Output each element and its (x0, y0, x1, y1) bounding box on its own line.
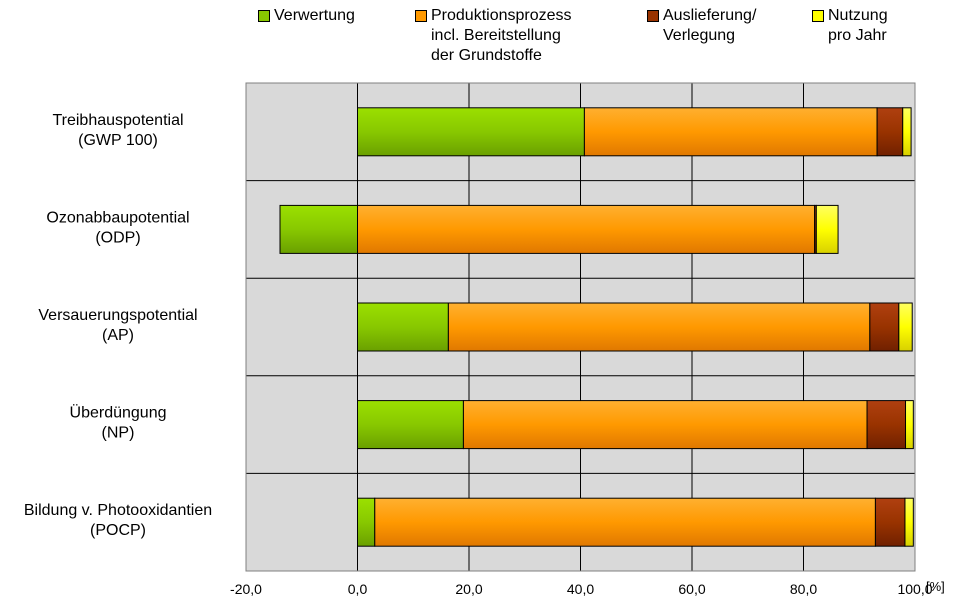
bar-segment-nutzung (902, 107, 912, 157)
bar-segment-auslieferung (869, 302, 900, 352)
bar-segment-produktionsprozess (374, 497, 876, 547)
legend-item-nutzung: Nutzung pro Jahr (812, 6, 888, 46)
x-tick-label: 40,0 (567, 581, 594, 597)
category-label: Überdüngung (NP) (70, 404, 167, 442)
x-tick-label: 20,0 (455, 581, 482, 597)
bars (279, 107, 914, 547)
x-axis-unit: [%] (926, 579, 945, 594)
legend-item-verwertung: Verwertung (258, 6, 355, 26)
legend-item-auslieferung: Auslieferung/ Verlegung (647, 6, 756, 46)
bar-segment-produktionsprozess (462, 400, 868, 450)
bar-segment-nutzung (904, 497, 914, 547)
bar-segment-auslieferung (876, 107, 904, 157)
bar-segment-produktionsprozess (357, 204, 816, 254)
category-label: Versauerungspotential (AP) (38, 307, 197, 344)
bar-segment-produktionsprozess (447, 302, 871, 352)
bar-segment-nutzung (905, 400, 914, 450)
bar-segment-nutzung (815, 204, 839, 254)
x-axis-tick-labels: -20,0 0,0 20,0 40,0 60,0 80,0 100,0 (230, 581, 933, 597)
bar-segment-verwertung (357, 107, 585, 157)
bar-segment-verwertung (357, 302, 449, 352)
bar-segment-produktionsprozess (583, 107, 878, 157)
plot-area-border (245, 82, 916, 572)
bar-segment-nutzung (898, 302, 913, 352)
legend-swatch-produktionsprozess (415, 10, 427, 22)
legend-swatch-verwertung (258, 10, 270, 22)
y-axis-category-labels: Treibhauspotential (GWP 100) Ozonabbaupote… (24, 112, 212, 539)
x-tick-label: 80,0 (790, 581, 817, 597)
bar-segment-verwertung (279, 204, 359, 254)
bar-segment-auslieferung (874, 497, 906, 547)
category-label: Treibhauspotential (GWP 100) (52, 112, 183, 149)
legend-label-produktionsprozess: Produktionsprozess incl. Bereitstellung … (431, 7, 572, 64)
chart-legend: Verwertung Produktionsprozess incl. Bere… (258, 6, 958, 86)
legend-label-verwertung: Verwertung (274, 7, 355, 24)
legend-item-produktionsprozess: Produktionsprozess incl. Bereitstellung … (415, 6, 572, 66)
x-tick-label: 0,0 (348, 581, 368, 597)
x-tick-label: 60,0 (678, 581, 705, 597)
bar-segment-auslieferung (866, 400, 907, 450)
legend-label-nutzung: Nutzung pro Jahr (828, 7, 888, 44)
legend-swatch-auslieferung (647, 10, 659, 22)
x-tick-label: -20,0 (230, 581, 262, 597)
category-label: Ozonabbaupotential (ODP) (46, 209, 189, 246)
legend-label-auslieferung: Auslieferung/ Verlegung (663, 7, 757, 44)
bar-segment-verwertung (357, 400, 464, 450)
x-tick-label: 100,0 (897, 581, 932, 597)
legend-swatch-nutzung (812, 10, 824, 22)
category-label: Bildung v. Photooxidantien (POCP) (24, 502, 212, 539)
bar-segment-verwertung (357, 497, 376, 547)
